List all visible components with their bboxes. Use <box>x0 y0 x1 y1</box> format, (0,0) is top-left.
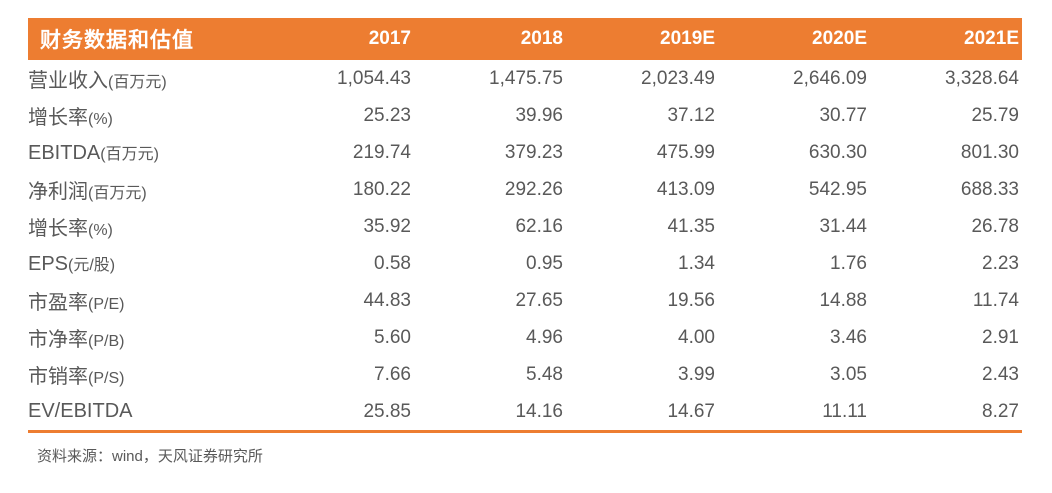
row-label: 市销率(P/S) <box>28 360 262 389</box>
column-header: 2021E <box>964 28 1019 49</box>
value-cell: 26.78 <box>971 215 1019 237</box>
table-row: 营业收入(百万元) 1,054.43 1,475.75 2,023.49 2,646.… <box>28 60 1022 97</box>
value-cell: 475.99 <box>656 141 715 163</box>
value-cell: 31.44 <box>819 215 867 237</box>
table-body: 营业收入(百万元) 1,054.43 1,475.75 2,023.49 2,646.… <box>28 60 1022 433</box>
row-label: EPS(元/股) <box>28 251 262 276</box>
row-label: 净利润(百万元) <box>28 175 262 204</box>
row-label-main: EV/EBITDA <box>28 400 133 422</box>
row-label-unit: (P/B) <box>88 333 125 350</box>
table-header-row: 财务数据和估值 2017 2018 2019E 2020E 2021E <box>28 18 1022 60</box>
row-label-main: 增长率 <box>28 107 88 129</box>
row-label: EV/EBITDA <box>28 400 262 423</box>
value-cell: 39.96 <box>515 104 563 126</box>
table-row: 市净率(P/B) 5.60 4.96 4.00 3.46 2.91 <box>28 319 1022 356</box>
value-cell: 5.48 <box>526 363 563 385</box>
value-cell: 3.46 <box>830 326 867 348</box>
value-cell: 37.12 <box>667 104 715 126</box>
row-label-unit: (百万元) <box>100 146 159 163</box>
row-label-unit: (%) <box>88 222 113 239</box>
row-label: 增长率(%) <box>28 101 262 130</box>
value-cell: 27.65 <box>515 289 563 311</box>
value-cell: 688.33 <box>960 178 1019 200</box>
value-cell: 379.23 <box>504 141 563 163</box>
value-cell: 14.16 <box>515 400 563 422</box>
row-label: 市净率(P/B) <box>28 323 262 352</box>
value-cell: 3.05 <box>830 363 867 385</box>
value-cell: 8.27 <box>982 400 1019 422</box>
row-label-unit: (百万元) <box>88 185 147 202</box>
row-label-main: 增长率 <box>28 218 88 240</box>
column-header: 2019E <box>660 28 715 49</box>
value-cell: 11.74 <box>972 289 1019 311</box>
value-cell: 4.00 <box>678 326 715 348</box>
row-label-main: EBITDA <box>28 142 101 164</box>
row-label-main: 营业收入 <box>28 70 108 92</box>
table-row: 市销率(P/S) 7.66 5.48 3.99 3.05 2.43 <box>28 356 1022 393</box>
value-cell: 7.66 <box>374 363 411 385</box>
table-row: EBITDA(百万元) 219.74 379.23 475.99 630.30 801.… <box>28 134 1022 171</box>
value-cell: 2,023.49 <box>641 67 715 89</box>
value-cell: 30.77 <box>819 104 867 126</box>
value-cell: 292.26 <box>504 178 563 200</box>
row-label-unit: (%) <box>88 111 113 128</box>
value-cell: 41.35 <box>667 215 715 237</box>
value-cell: 5.60 <box>374 326 411 348</box>
source-note: 资料来源：wind，天风证券研究所 <box>37 448 263 465</box>
value-cell: 0.58 <box>374 252 411 274</box>
value-cell: 35.92 <box>363 215 411 237</box>
value-cell: 2.91 <box>982 326 1019 348</box>
value-cell: 14.67 <box>667 400 715 422</box>
financial-data-table: 财务数据和估值 2017 2018 2019E 2020E 2021E 营业收入(百万元… <box>28 18 1022 466</box>
row-label-main: 市净率 <box>28 329 88 351</box>
table-row: EPS(元/股) 0.58 0.95 1.34 1.76 2.23 <box>28 245 1022 282</box>
row-label-main: 市盈率 <box>28 292 88 314</box>
value-cell: 2,646.09 <box>793 67 867 89</box>
value-cell: 801.30 <box>960 141 1019 163</box>
value-cell: 14.88 <box>819 289 867 311</box>
value-cell: 3.99 <box>678 363 715 385</box>
row-label: 增长率(%) <box>28 212 262 241</box>
value-cell: 2.43 <box>982 363 1019 385</box>
value-cell: 413.09 <box>656 178 715 200</box>
value-cell: 3,328.64 <box>945 67 1019 89</box>
row-label-unit: (元/股) <box>68 257 116 274</box>
value-cell: 0.95 <box>526 252 563 274</box>
value-cell: 1,475.75 <box>489 67 563 89</box>
row-label-main: 市销率 <box>28 366 88 388</box>
value-cell: 19.56 <box>667 289 715 311</box>
table-row: EV/EBITDA 25.85 14.16 14.67 11.11 8.27 <box>28 393 1022 430</box>
row-label-main: 净利润 <box>28 181 88 203</box>
value-cell: 630.30 <box>808 141 867 163</box>
table-row: 净利润(百万元) 180.22 292.26 413.09 542.95 688.33 <box>28 171 1022 208</box>
value-cell: 25.23 <box>363 104 411 126</box>
row-label: 营业收入(百万元) <box>28 64 262 93</box>
value-cell: 1.76 <box>830 252 867 274</box>
row-label-unit: (百万元) <box>108 74 167 91</box>
value-cell: 62.16 <box>515 215 563 237</box>
column-header: 2017 <box>368 28 411 49</box>
value-cell: 219.74 <box>352 141 411 163</box>
row-label: 市盈率(P/E) <box>28 286 262 315</box>
table-row: 增长率(%) 25.23 39.96 37.12 30.77 25.79 <box>28 97 1022 134</box>
value-cell: 25.79 <box>971 104 1019 126</box>
table-title: 财务数据和估值 <box>40 29 194 52</box>
row-label-unit: (P/S) <box>88 370 125 387</box>
value-cell: 25.85 <box>363 400 411 422</box>
table-row: 增长率(%) 35.92 62.16 41.35 31.44 26.78 <box>28 208 1022 245</box>
value-cell: 11.11 <box>822 400 867 422</box>
column-header: 2018 <box>520 28 563 49</box>
value-cell: 44.83 <box>363 289 411 311</box>
row-label: EBITDA(百万元) <box>28 140 262 165</box>
value-cell: 180.22 <box>352 178 411 200</box>
column-header: 2020E <box>812 28 867 49</box>
value-cell: 542.95 <box>808 178 867 200</box>
row-label-unit: (P/E) <box>88 296 125 313</box>
table-row: 市盈率(P/E) 44.83 27.65 19.56 14.88 11.74 <box>28 282 1022 319</box>
value-cell: 1.34 <box>678 252 715 274</box>
value-cell: 4.96 <box>526 326 563 348</box>
row-label-main: EPS <box>28 253 69 275</box>
value-cell: 2.23 <box>982 252 1019 274</box>
value-cell: 1,054.43 <box>337 67 411 89</box>
